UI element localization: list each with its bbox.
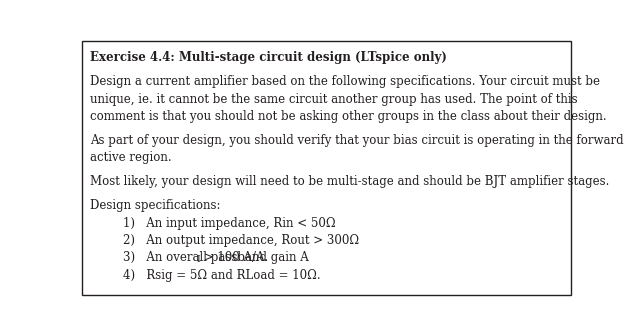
Text: I: I xyxy=(197,254,201,264)
Text: unique, ie. it cannot be the same circuit another group has used. The point of t: unique, ie. it cannot be the same circui… xyxy=(90,93,578,106)
Text: Design a current amplifier based on the following specifications. Your circuit m: Design a current amplifier based on the … xyxy=(90,75,601,88)
Text: 2)   An output impedance, Rout > 300Ω: 2) An output impedance, Rout > 300Ω xyxy=(122,234,359,247)
Text: 4)   Rsig = 5Ω and RLoad = 10Ω.: 4) Rsig = 5Ω and RLoad = 10Ω. xyxy=(122,269,320,282)
Text: > 100 A/A.: > 100 A/A. xyxy=(200,251,269,264)
Text: Exercise 4.4: Multi-stage circuit design (LTspice only): Exercise 4.4: Multi-stage circuit design… xyxy=(90,52,447,65)
Text: comment is that you should not be asking other groups in the class about their d: comment is that you should not be asking… xyxy=(90,110,607,123)
Text: active region.: active region. xyxy=(90,152,172,165)
Text: As part of your design, you should verify that your bias circuit is operating in: As part of your design, you should verif… xyxy=(90,134,624,147)
Text: 1)   An input impedance, Rin < 50Ω: 1) An input impedance, Rin < 50Ω xyxy=(122,217,335,230)
Text: Most likely, your design will need to be multi-stage and should be BJT amplifier: Most likely, your design will need to be… xyxy=(90,175,610,188)
Text: Design specifications:: Design specifications: xyxy=(90,199,221,212)
FancyBboxPatch shape xyxy=(82,41,571,295)
Text: 3)   An overall passband gain A: 3) An overall passband gain A xyxy=(122,251,308,264)
